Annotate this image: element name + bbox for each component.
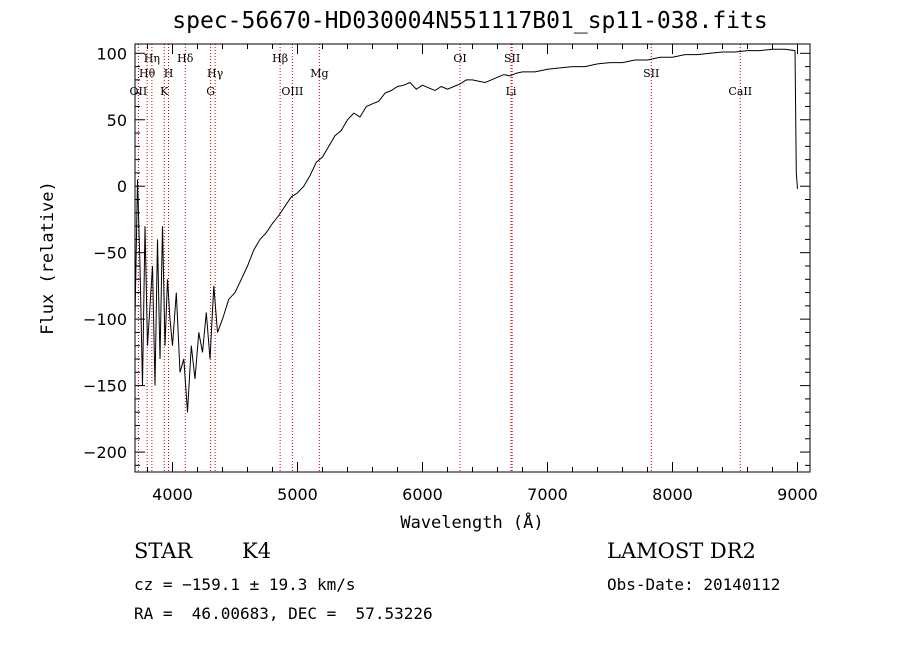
y-tick-label-2: −100 <box>83 310 127 329</box>
x-tick-label-0: 4000 <box>152 485 193 504</box>
plot-frame <box>134 43 811 473</box>
line-label-13: Li <box>506 85 517 98</box>
line-label-9: OIII <box>281 85 303 98</box>
y-tick-label-0: −200 <box>83 443 127 462</box>
object-class: STAR <box>134 539 193 563</box>
y-axis-ticks: −200 −150 −100 −50 0 50 100 <box>83 44 810 466</box>
x-axis-label: Wavelength (Å) <box>400 511 543 533</box>
y-tick-label-5: 50 <box>107 111 127 130</box>
x-tick-label-4: 8000 <box>652 485 693 504</box>
y-tick-label-1: −150 <box>83 377 127 396</box>
y-axis-label: Flux (relative) <box>38 181 58 335</box>
line-label-3: H <box>164 67 174 80</box>
x-tick-label-3: 7000 <box>527 485 568 504</box>
line-label-0: Hη <box>144 52 160 65</box>
line-label-7: G <box>206 85 215 98</box>
x-tick-label-1: 5000 <box>277 485 318 504</box>
chart-title: spec-56670-HD030004N551117B01_sp11-038.f… <box>172 8 768 34</box>
line-label-11: OI <box>453 52 466 65</box>
line-label-4: K <box>160 85 169 98</box>
y-tick-label-3: −50 <box>93 244 127 263</box>
line-label-6: Hγ <box>207 67 224 80</box>
object-subclass: K4 <box>242 539 272 563</box>
x-tick-label-5: 9000 <box>777 485 818 504</box>
line-label-12: SII <box>504 52 520 65</box>
line-label-14: SII <box>643 67 659 80</box>
redshift-text: cz = −159.1 ± 19.3 km/s <box>134 575 356 594</box>
spectral-line-markers: Hη Hθ OII HK Hδ Hγ G Hβ OIII Mg OI SII Li SII CaII <box>130 44 752 472</box>
x-axis-ticks: 4000 5000 6000 7000 8000 9000 <box>147 44 818 504</box>
y-tick-label-4: 0 <box>117 177 127 196</box>
line-label-8: Hβ <box>272 52 288 65</box>
line-label-10: Mg <box>310 67 328 80</box>
obs-date-text: Obs-Date: 20140112 <box>607 575 781 594</box>
spectrum-series-line <box>134 48 798 413</box>
line-label-15: CaII <box>728 85 752 98</box>
line-label-5: Hδ <box>177 52 194 65</box>
survey-name: LAMOST DR2 <box>607 539 756 563</box>
x-tick-label-2: 6000 <box>402 485 443 504</box>
y-tick-label-6: 100 <box>96 44 127 63</box>
coordinates-text: RA = 46.00683, DEC = 57.53226 <box>134 604 433 623</box>
line-label-1: Hθ <box>139 67 156 80</box>
line-label-2: OII <box>130 85 148 98</box>
